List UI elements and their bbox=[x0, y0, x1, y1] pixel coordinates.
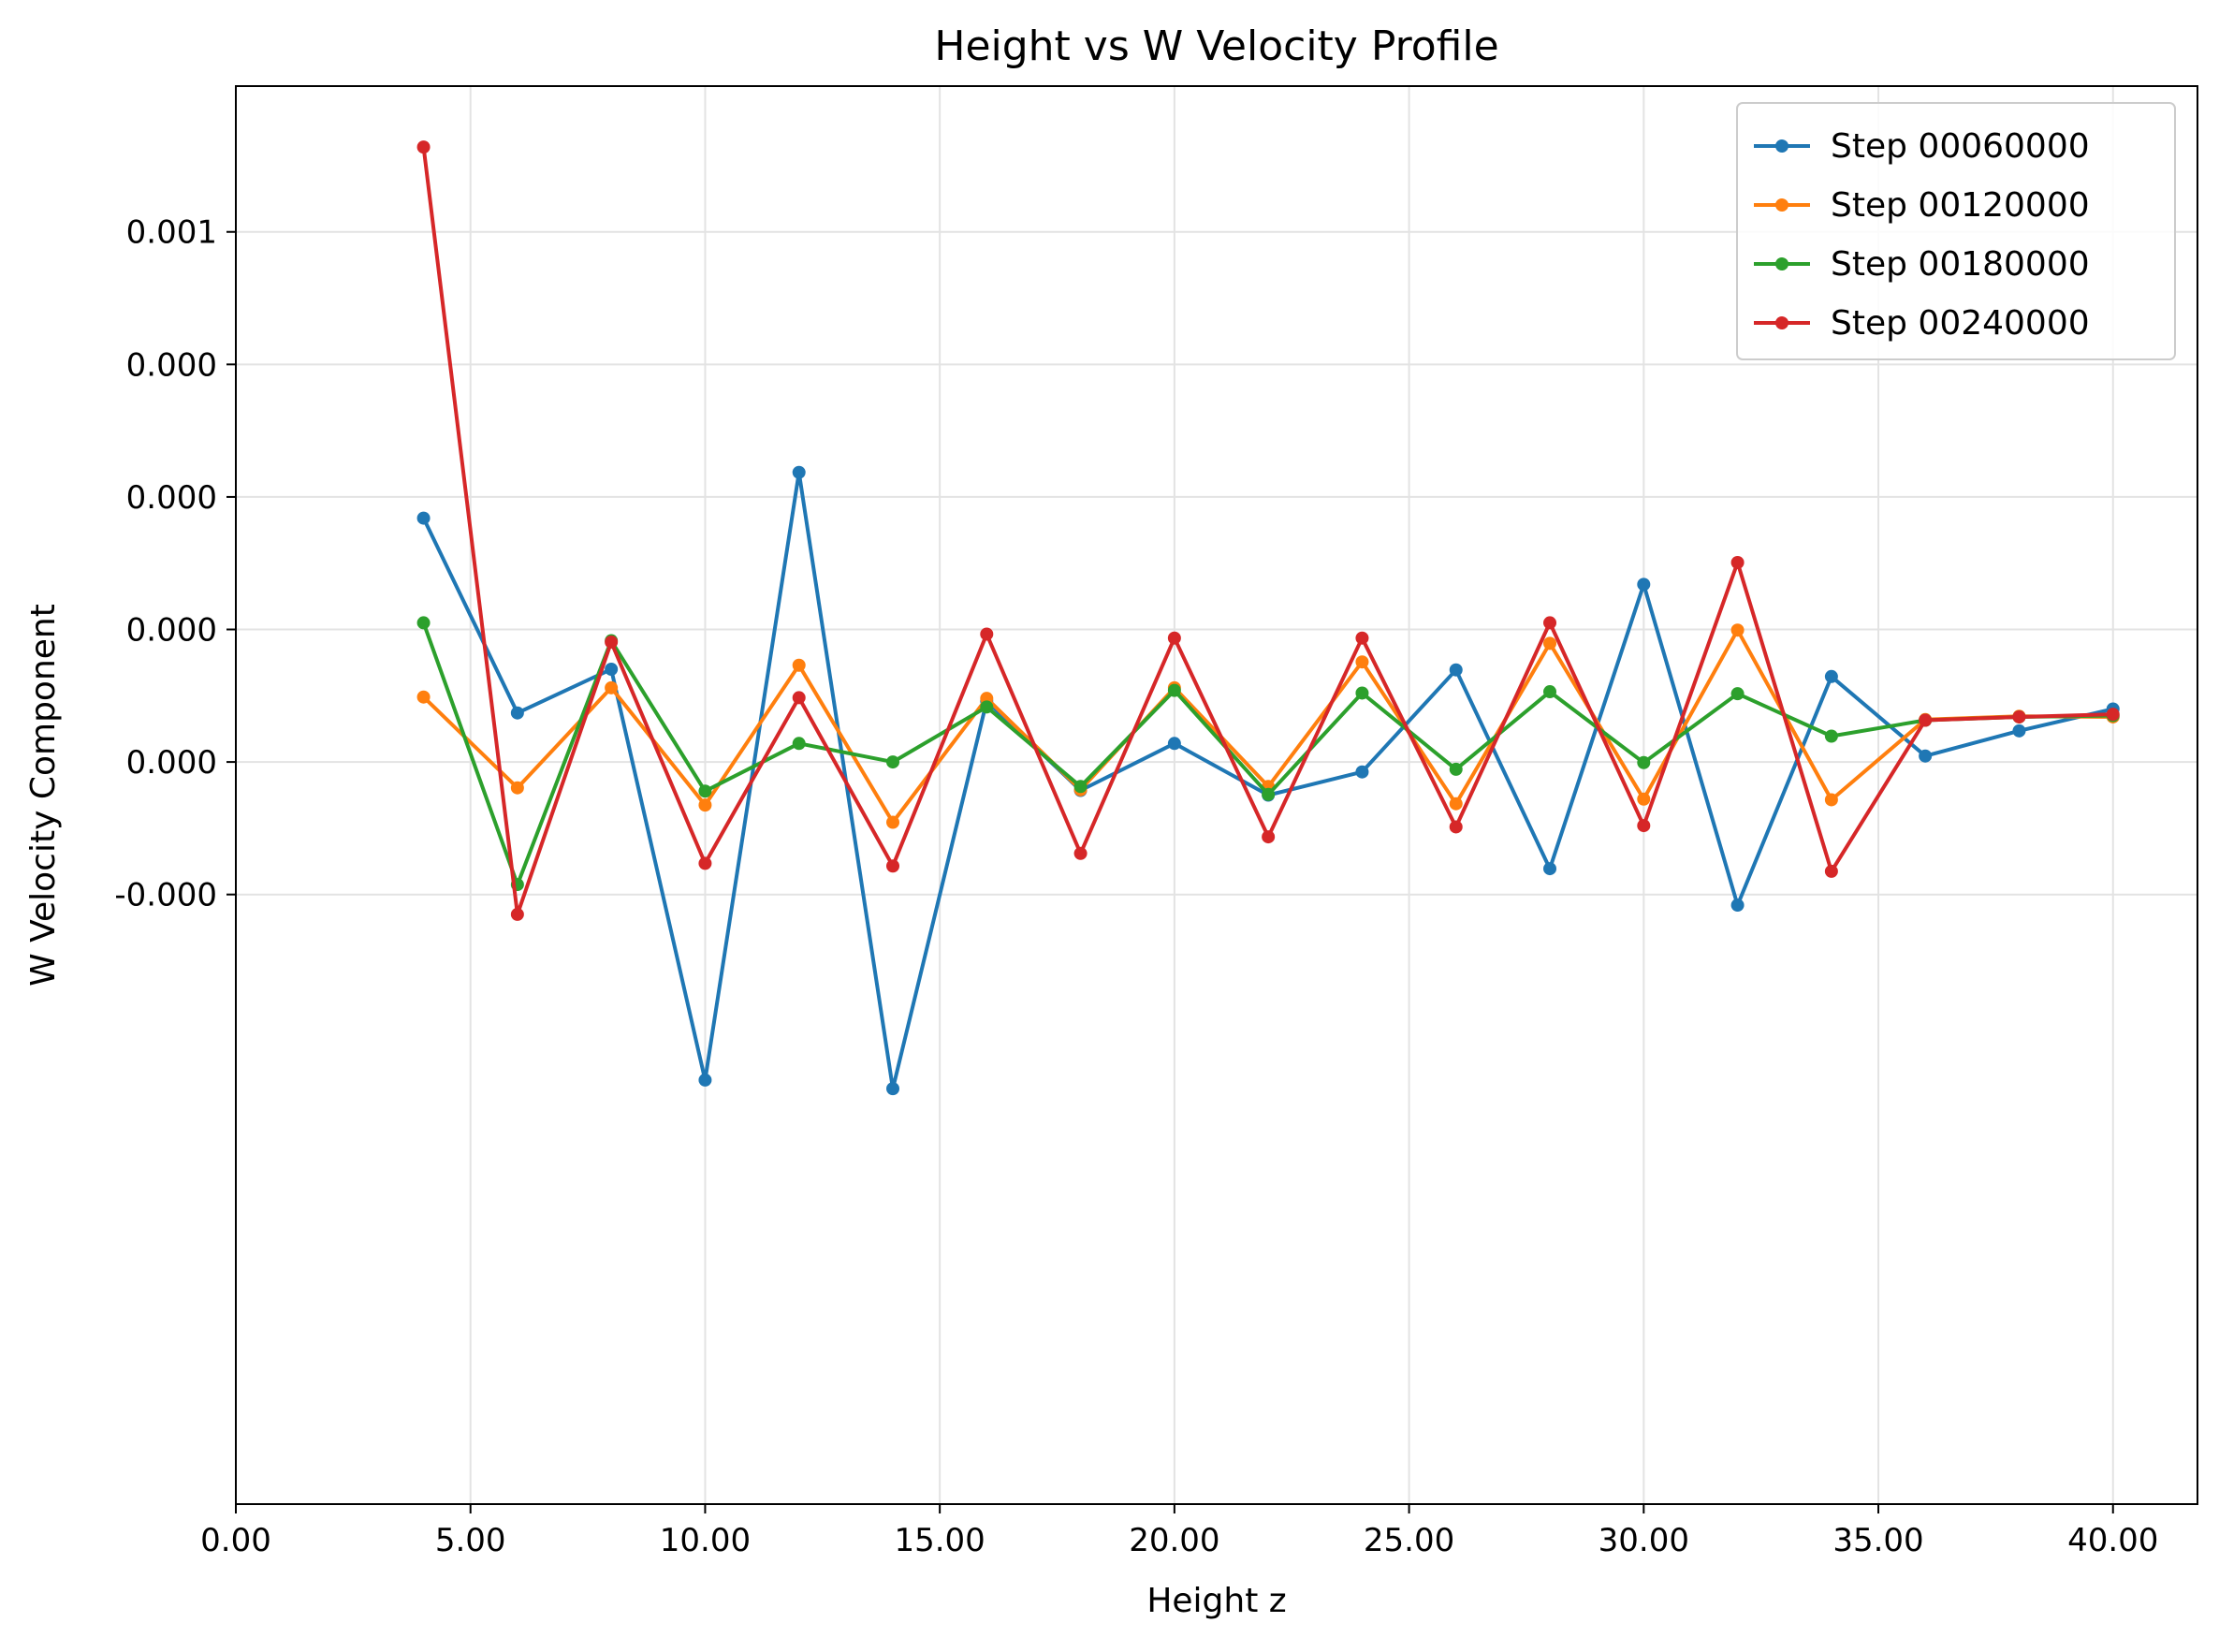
series-layer bbox=[416, 140, 2120, 1096]
x-tick-label: 0.00 bbox=[200, 1522, 271, 1559]
data-point bbox=[886, 815, 900, 829]
legend-swatch-marker bbox=[1775, 257, 1788, 270]
data-point bbox=[1637, 755, 1651, 769]
data-point bbox=[698, 798, 712, 812]
legend-label: Step 00180000 bbox=[1831, 245, 2090, 284]
x-axis-label: Height z bbox=[1146, 1582, 1286, 1620]
data-point bbox=[980, 627, 994, 641]
x-tick-label: 5.00 bbox=[435, 1522, 506, 1559]
legend-swatch-marker bbox=[1775, 316, 1788, 329]
data-point bbox=[2106, 708, 2120, 722]
data-point bbox=[1167, 737, 1181, 751]
y-tick-label: 0.000 bbox=[126, 744, 217, 782]
data-point bbox=[1449, 663, 1463, 677]
data-point bbox=[1262, 787, 1276, 801]
data-point bbox=[1073, 846, 1088, 860]
data-point bbox=[1449, 762, 1463, 776]
legend-label: Step 00120000 bbox=[1831, 186, 2090, 225]
data-point bbox=[1543, 862, 1557, 876]
data-point bbox=[792, 465, 806, 479]
data-point bbox=[1637, 792, 1651, 806]
data-point bbox=[510, 907, 524, 921]
data-point bbox=[698, 856, 712, 870]
data-point bbox=[1919, 749, 1933, 763]
data-point bbox=[1824, 864, 1838, 878]
data-point bbox=[1730, 687, 1745, 701]
data-point bbox=[1449, 797, 1463, 811]
data-point bbox=[1730, 899, 1745, 913]
data-point bbox=[792, 658, 806, 672]
data-point bbox=[1824, 669, 1838, 683]
data-point bbox=[605, 662, 619, 676]
data-point bbox=[1449, 820, 1463, 834]
data-point bbox=[1543, 616, 1557, 630]
legend: Step 00060000 Step 00120000 Step 00180000 S… bbox=[1736, 102, 2176, 360]
data-point bbox=[1637, 577, 1651, 592]
data-point bbox=[1919, 713, 1933, 727]
data-point bbox=[886, 859, 900, 873]
y-tick-label: 0.000 bbox=[126, 479, 217, 517]
data-point bbox=[510, 706, 524, 720]
data-point bbox=[1355, 631, 1369, 645]
data-point bbox=[1730, 623, 1745, 637]
data-point bbox=[1167, 631, 1181, 645]
data-point bbox=[1167, 683, 1181, 697]
data-point bbox=[1543, 636, 1557, 651]
y-tick-label: 0.000 bbox=[126, 612, 217, 650]
tick-layer: 0.00 5.00 10.00 15.00 20.00 25.00 30.00 35.00 40… bbox=[114, 214, 2158, 1559]
y-tick-label: -0.000 bbox=[114, 877, 217, 914]
data-point bbox=[698, 1073, 712, 1087]
data-point bbox=[886, 1082, 900, 1096]
data-point bbox=[1824, 729, 1838, 743]
legend-label: Step 00060000 bbox=[1831, 127, 2090, 166]
x-tick-label: 10.00 bbox=[660, 1522, 751, 1559]
data-point bbox=[510, 781, 524, 795]
data-point bbox=[416, 616, 431, 630]
data-point bbox=[1355, 765, 1369, 779]
data-point bbox=[980, 700, 994, 714]
data-point bbox=[416, 511, 431, 525]
data-point bbox=[1543, 685, 1557, 699]
legend-item: Step 00120000 bbox=[1754, 186, 2090, 225]
data-point bbox=[416, 690, 431, 704]
data-point bbox=[2012, 709, 2026, 724]
legend-swatch-marker bbox=[1775, 198, 1788, 212]
y-tick-label: 0.000 bbox=[126, 346, 217, 384]
x-tick-label: 40.00 bbox=[2067, 1522, 2158, 1559]
x-tick-label: 25.00 bbox=[1364, 1522, 1454, 1559]
data-point bbox=[792, 737, 806, 751]
legend-item: Step 00240000 bbox=[1754, 304, 2090, 343]
series-3 bbox=[416, 616, 2120, 892]
legend-item: Step 00060000 bbox=[1754, 127, 2090, 166]
series-4 bbox=[416, 140, 2120, 921]
data-point bbox=[2012, 724, 2026, 738]
data-point bbox=[886, 755, 900, 769]
data-point bbox=[605, 680, 619, 694]
data-point bbox=[792, 691, 806, 705]
data-point bbox=[605, 635, 619, 649]
legend-label: Step 00240000 bbox=[1831, 304, 2090, 343]
data-point bbox=[1262, 830, 1276, 844]
data-point bbox=[416, 140, 431, 154]
x-tick-label: 20.00 bbox=[1129, 1522, 1219, 1559]
data-point bbox=[1073, 780, 1088, 794]
data-point bbox=[1730, 556, 1745, 570]
legend-swatch-marker bbox=[1775, 139, 1788, 153]
data-point bbox=[1355, 655, 1369, 669]
data-point bbox=[1637, 819, 1651, 833]
data-point bbox=[1355, 686, 1369, 700]
legend-box bbox=[1736, 102, 2176, 360]
y-axis-label: W Velocity Component bbox=[24, 604, 63, 987]
x-tick-label: 30.00 bbox=[1599, 1522, 1689, 1559]
chart-title: Height vs W Velocity Profile bbox=[934, 22, 1498, 70]
x-tick-label: 35.00 bbox=[1832, 1522, 1923, 1559]
data-point bbox=[1824, 793, 1838, 807]
plot-frame bbox=[235, 85, 2198, 1505]
legend-item: Step 00180000 bbox=[1754, 245, 2090, 284]
data-point bbox=[698, 784, 712, 798]
x-tick-label: 15.00 bbox=[894, 1522, 985, 1559]
y-tick-label: 0.001 bbox=[126, 214, 217, 252]
